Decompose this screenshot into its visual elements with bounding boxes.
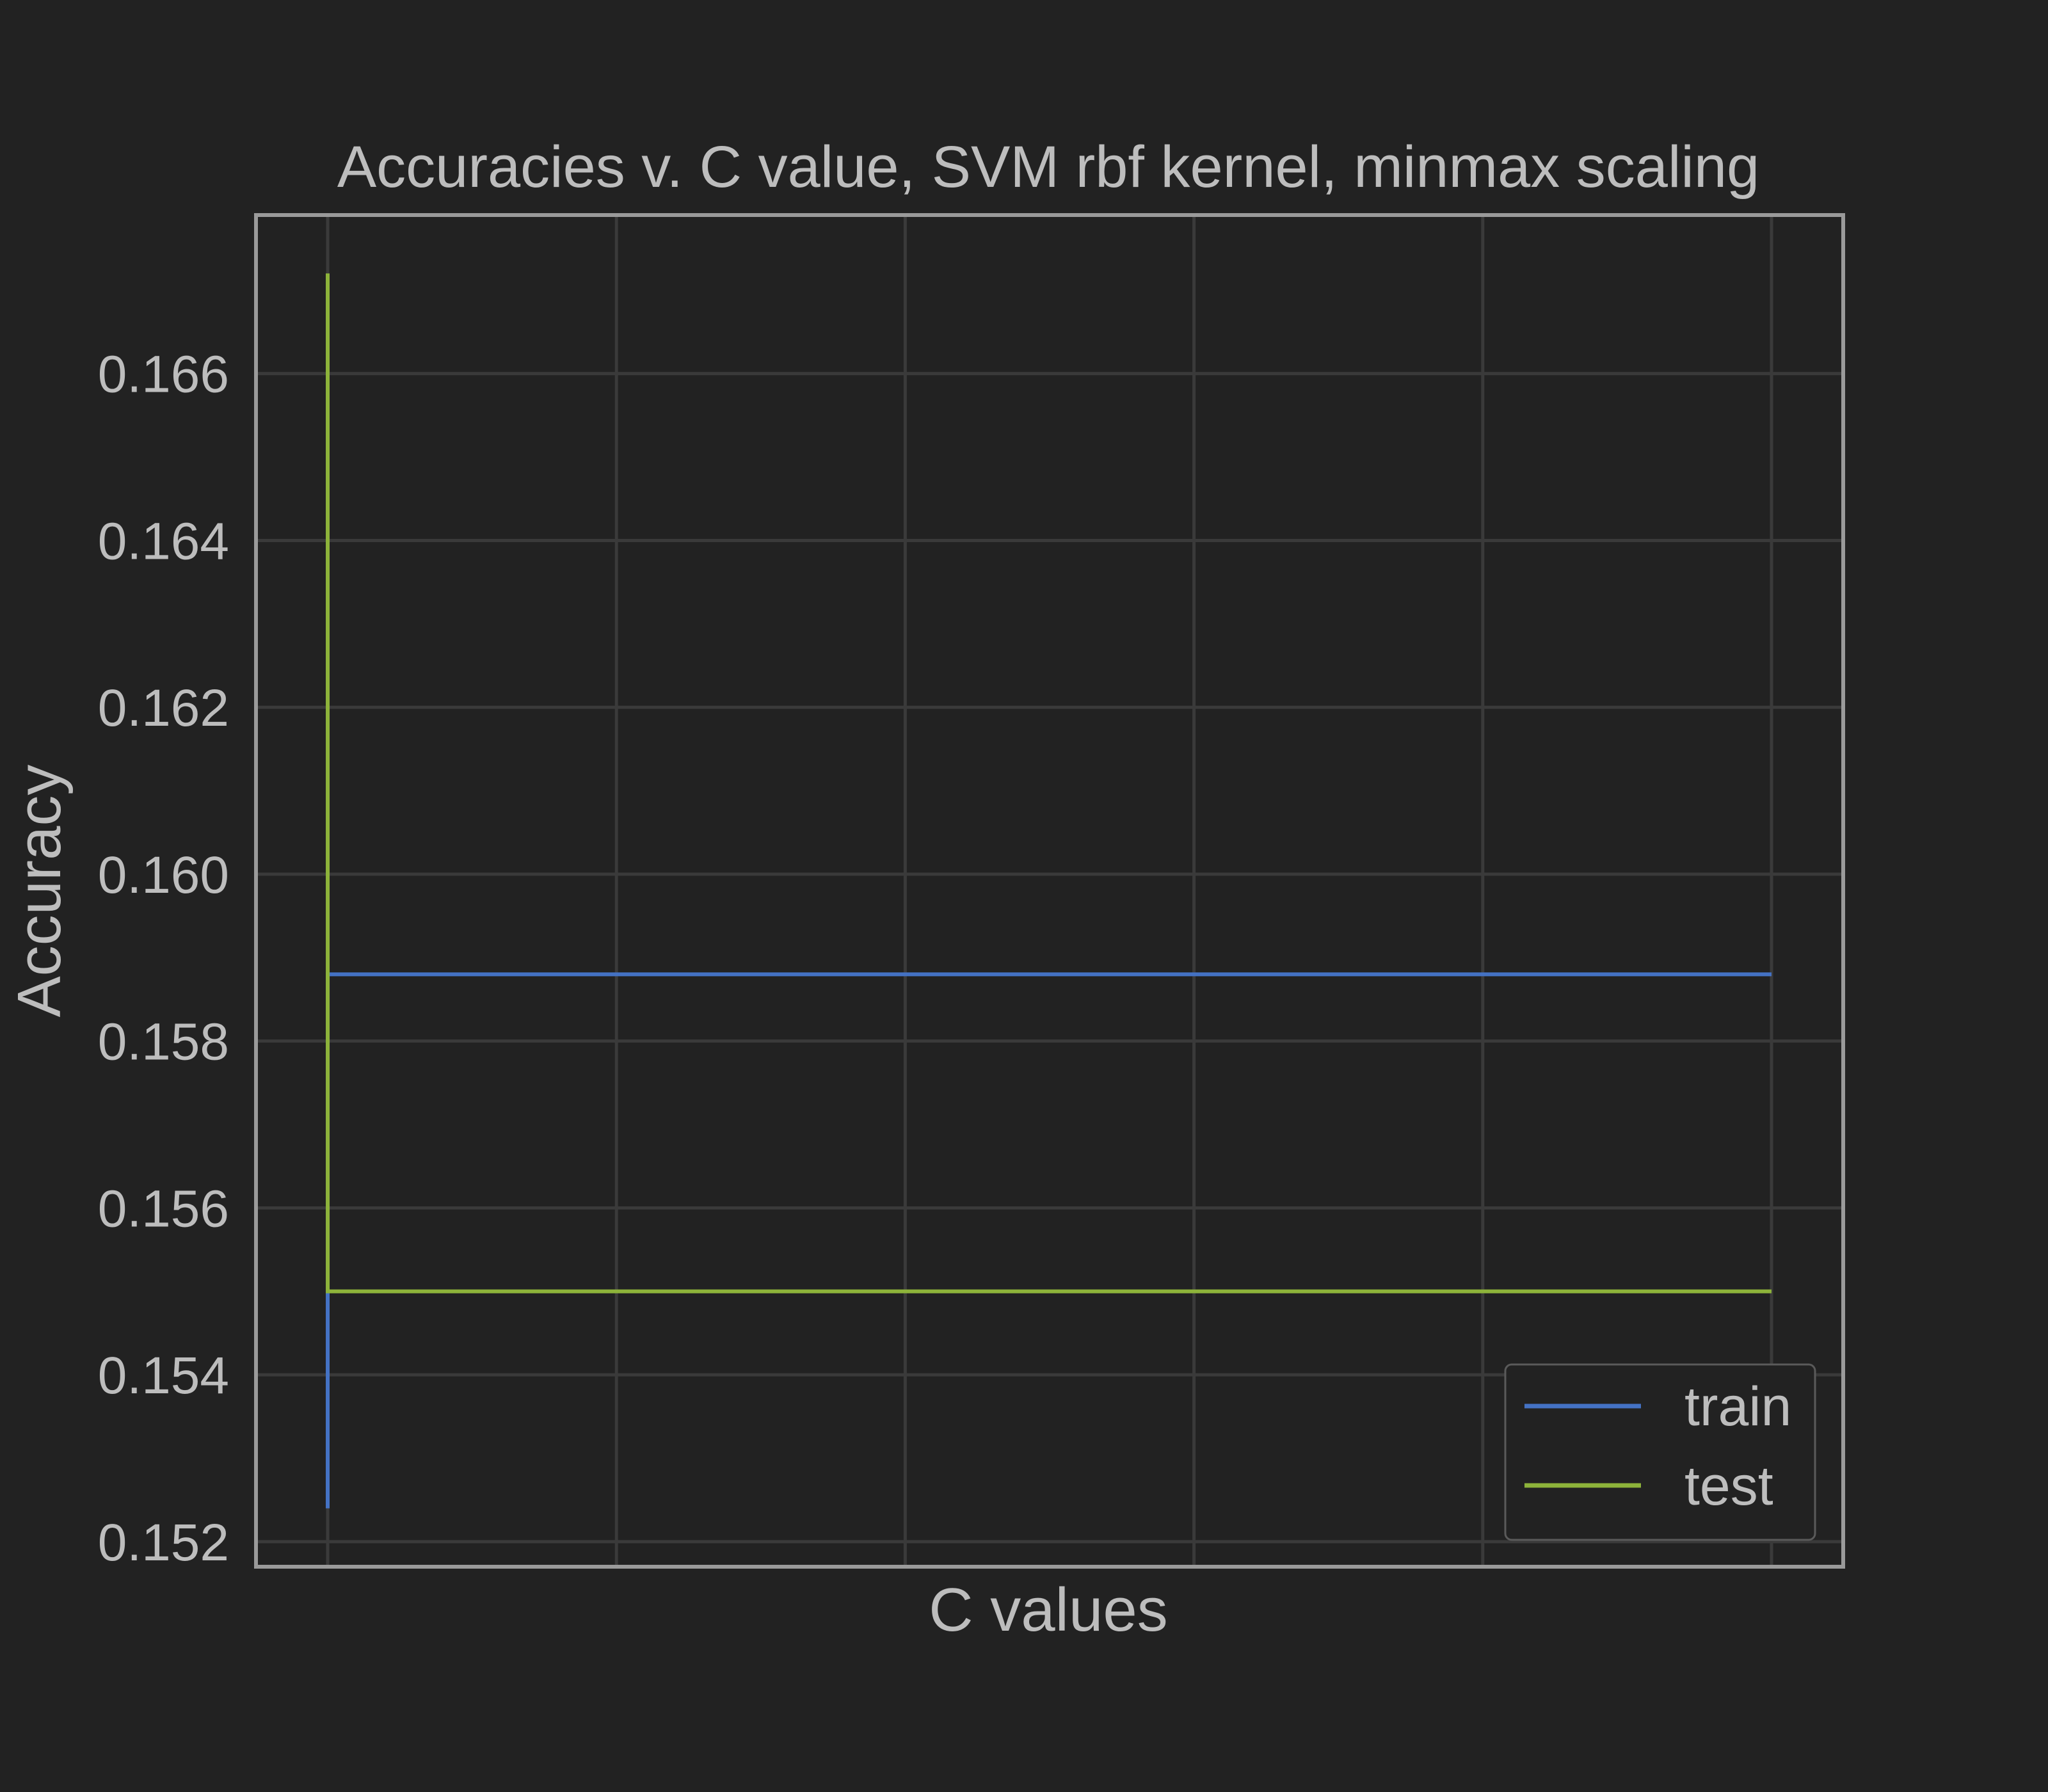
y-tick-label: 0.162 <box>98 679 229 737</box>
y-tick-labels: 0.152 0.154 0.156 0.158 0.160 0.162 0.164 0.166 <box>98 346 229 1572</box>
x-axis-label: C values <box>929 1576 1168 1644</box>
y-tick-label: 0.166 <box>98 346 229 404</box>
legend-label-train: train <box>1684 1376 1791 1437</box>
series-layer <box>326 273 1772 1508</box>
y-tick-label: 0.154 <box>98 1347 229 1405</box>
legend-label-test: test <box>1684 1455 1773 1517</box>
grid-layer <box>256 215 1843 1567</box>
y-tick-label: 0.152 <box>98 1514 229 1572</box>
y-tick-label: 0.156 <box>98 1180 229 1238</box>
chart-title: Accuracies v. C value, SVM rbf kernel, m… <box>337 134 1759 200</box>
y-tick-label: 0.160 <box>98 846 229 904</box>
y-tick-label: 0.158 <box>98 1013 229 1071</box>
legend: train test <box>1504 1363 1816 1541</box>
series-line-test <box>326 273 1772 1293</box>
plot-frame <box>254 213 1845 1569</box>
legend-entries: train test <box>1524 1376 1791 1517</box>
y-axis-label: Accuracy <box>5 765 74 1018</box>
y-tick-label: 0.164 <box>98 512 229 570</box>
